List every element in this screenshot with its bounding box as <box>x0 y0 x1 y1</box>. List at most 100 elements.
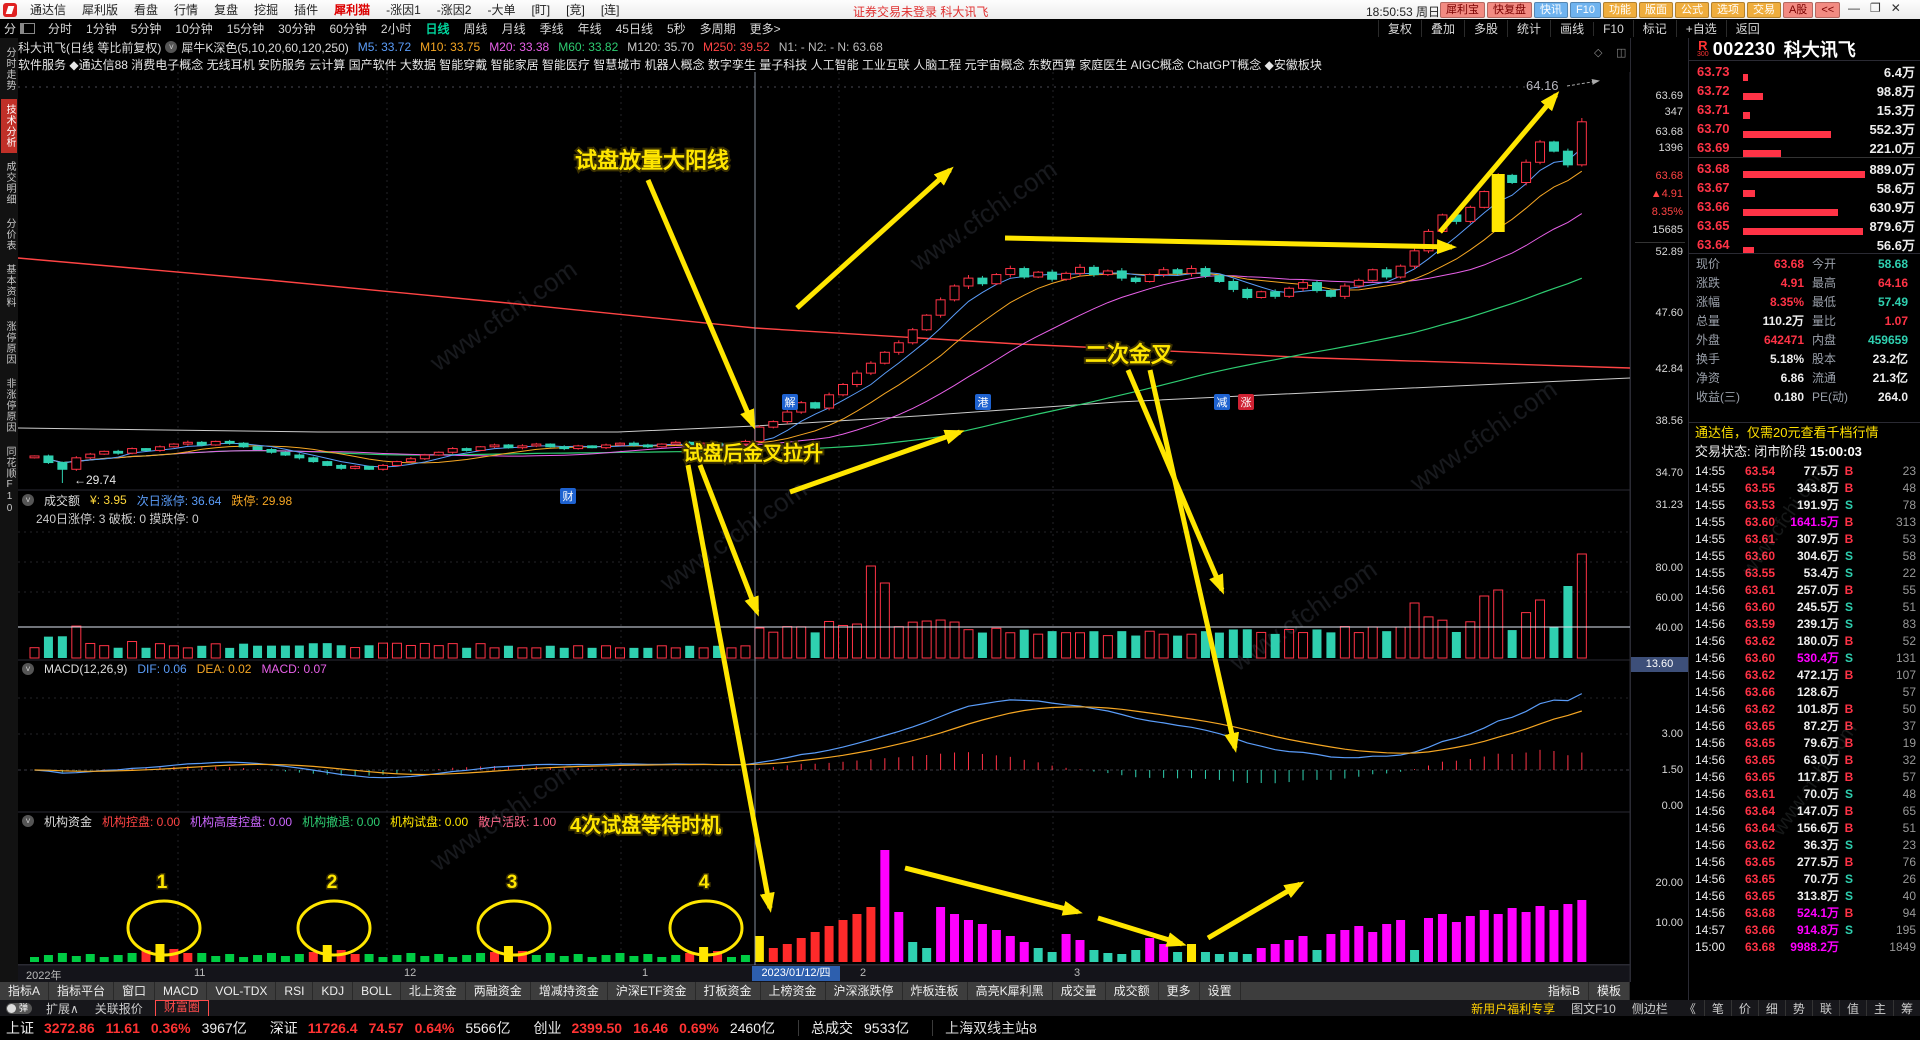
indicator-tab[interactable]: VOL-TDX <box>207 982 277 1000</box>
sidebar-item[interactable]: 非涨停原因 <box>4 378 15 433</box>
sidebar-item[interactable]: 分价表 <box>4 218 15 251</box>
index-group[interactable]: 深证 11726.4 74.57 0.64% 5566亿 <box>264 1018 528 1038</box>
top-button[interactable]: 快复盘 <box>1487 2 1532 18</box>
period-tool[interactable]: 复权 <box>1378 20 1421 37</box>
menu-item[interactable]: [连] <box>600 3 620 17</box>
indicator-tab[interactable]: 上榜资金 <box>761 982 826 1000</box>
index-group[interactable]: 上证 3272.86 11.61 0.36% 3967亿 <box>0 1018 264 1038</box>
period-item[interactable]: 15分钟 <box>226 22 265 36</box>
period-tool[interactable]: 多股 <box>1464 20 1507 37</box>
menu-item[interactable]: [盯] <box>531 3 551 17</box>
period-tool[interactable]: 统计 <box>1507 20 1550 37</box>
chevron-down-icon[interactable]: ˅ <box>165 41 178 53</box>
indicator-tab-right[interactable]: 模板 <box>1589 982 1630 1000</box>
mini-tab[interactable]: 势 <box>1784 999 1812 1017</box>
window-control-icon[interactable]: ✕ <box>1890 1 1901 15</box>
sidebar-item[interactable]: 分时走势 <box>4 47 15 91</box>
period-tool[interactable]: 返回 <box>1725 20 1769 37</box>
indicator-tab[interactable]: 炸板连板 <box>903 982 968 1000</box>
status-item[interactable]: 关联报价 <box>94 1001 143 1016</box>
window-control-icon[interactable]: — <box>1848 1 1860 15</box>
menu-item[interactable]: -涨因1 <box>386 3 421 17</box>
status-right-item[interactable]: 侧边栏 <box>1631 1001 1668 1016</box>
sidebar-item[interactable]: 成交明细 <box>4 161 15 205</box>
period-item[interactable]: 1分钟 <box>86 22 117 36</box>
menu-item[interactable]: 复盘 <box>214 3 239 17</box>
collapse-icon[interactable]: ˅ <box>22 494 34 506</box>
indicator-tab[interactable]: MACD <box>155 982 208 1000</box>
indicator-tab[interactable]: 窗口 <box>114 982 156 1000</box>
top-button[interactable]: 犀利宝 <box>1440 2 1485 18</box>
period-item[interactable]: 多周期 <box>699 22 736 36</box>
indicator-tab[interactable]: 更多 <box>1159 982 1200 1000</box>
status-item[interactable]: 扩展∧ <box>46 1001 79 1016</box>
popup-toggle[interactable]: 弹 <box>6 1002 32 1014</box>
period-item[interactable]: 周线 <box>463 22 488 36</box>
sidebar-item[interactable]: 技术分析 <box>1 99 17 153</box>
collapse-icon[interactable]: ˅ <box>22 815 34 827</box>
menu-item[interactable]: 通达信 <box>30 3 67 17</box>
top-button[interactable]: 选项 <box>1710 2 1745 18</box>
indicator-tab[interactable]: 成交量 <box>1053 982 1106 1000</box>
index-group[interactable]: 创业 2399.50 16.46 0.69% 2460亿 <box>527 1018 792 1038</box>
indicator-tab[interactable]: 设置 <box>1200 982 1241 1000</box>
period-item[interactable]: 5秒 <box>666 22 686 36</box>
period-item[interactable]: 月线 <box>501 22 526 36</box>
period-tool[interactable]: 画线 <box>1550 20 1593 37</box>
status-item[interactable]: 财富圈 <box>154 999 209 1017</box>
menu-item[interactable]: [竞] <box>566 3 585 17</box>
indicator-tab[interactable]: BOLL <box>353 982 401 1000</box>
period-item[interactable]: 60分钟 <box>329 22 367 36</box>
status-right-item[interactable]: 图文F10 <box>1571 1001 1616 1016</box>
period-tool[interactable]: 叠加 <box>1421 20 1464 37</box>
indicator-tab[interactable]: 指标A <box>0 982 50 1000</box>
indicator-tab[interactable]: 打板资金 <box>696 982 761 1000</box>
indicator-tab[interactable]: RSI <box>276 982 314 1000</box>
sidebar-item[interactable]: 同花顺F10 <box>4 446 15 515</box>
indicator-tab-right[interactable]: 指标B <box>1540 982 1589 1000</box>
top-button[interactable]: 交易 <box>1746 2 1781 18</box>
split-pane-icon[interactable] <box>20 23 36 34</box>
mini-tab[interactable]: 值 <box>1838 999 1866 1017</box>
indicator-tab[interactable]: 指标平台 <box>49 982 115 1000</box>
indicator-tab[interactable]: 北上资金 <box>401 982 466 1000</box>
inst-panel-header[interactable]: ˅ 机构资金 机构控盘: 0.00 机构高度控盘: 0.00 机构撤退: 0.00 机构试… <box>18 812 1418 830</box>
promo-banner[interactable]: 通达信，仅需20元查看千档行情 <box>1689 422 1920 442</box>
indicator-tab[interactable]: 成交额 <box>1106 982 1159 1000</box>
top-button[interactable]: A股 <box>1782 2 1814 18</box>
concept-tags[interactable]: 软件服务 ◆通达信88 消费电子概念 无线耳机 安防服务 云计算 国产软件 大数… <box>18 58 1322 72</box>
mini-tab[interactable]: 细 <box>1757 999 1785 1017</box>
sidebar-item[interactable]: 基本资料 <box>4 264 15 308</box>
period-item[interactable]: 30分钟 <box>278 22 316 36</box>
top-button[interactable]: F10 <box>1570 2 1601 18</box>
collapse-icon[interactable]: ˅ <box>22 663 34 675</box>
mini-tab[interactable]: 主 <box>1865 999 1893 1017</box>
menu-item[interactable]: 犀利猫 <box>334 3 371 17</box>
mini-tab[interactable]: 价 <box>1730 999 1758 1017</box>
period-item[interactable]: 更多> <box>749 22 781 36</box>
top-button[interactable]: 版面 <box>1638 2 1673 18</box>
period-item[interactable]: 5分钟 <box>130 22 162 36</box>
menu-item[interactable]: 行情 <box>174 3 199 17</box>
period-tool[interactable]: +自选 <box>1675 20 1726 37</box>
sidebar-item[interactable]: 涨停原因 <box>4 321 15 365</box>
indicator-tab[interactable]: 两融资金 <box>466 982 531 1000</box>
tick-list[interactable]: 14:55 63.54 77.5万 B 23 14:55 63.55 343.8万 B 48 14:… <box>1689 462 1920 955</box>
event-markers[interactable]: 财解港减涨 <box>560 394 1254 504</box>
menu-item[interactable]: 犀利版 <box>82 3 119 17</box>
top-button[interactable]: 公式 <box>1674 2 1709 18</box>
window-control-icon[interactable]: ❐ <box>1870 1 1881 15</box>
menu-item[interactable]: 插件 <box>294 3 319 17</box>
period-item[interactable]: 45日线 <box>615 22 653 36</box>
menu-item[interactable]: 挖掘 <box>254 3 279 17</box>
menu-item[interactable]: 看盘 <box>134 3 159 17</box>
mini-tab[interactable]: 联 <box>1811 999 1839 1017</box>
diamond-icon[interactable]: ◇ <box>1594 47 1603 59</box>
period-tool[interactable]: F10 <box>1593 21 1633 36</box>
top-button[interactable]: 功能 <box>1602 2 1637 18</box>
macd-panel-header[interactable]: ˅ MACD(12,26,9) DIF: 0.06 DEA: 0.02 MACD: 0.… <box>18 660 1418 678</box>
period-item[interactable]: 2小时 <box>380 22 412 36</box>
period-item[interactable]: 年线 <box>577 22 602 36</box>
menu-item[interactable]: -涨因2 <box>436 3 472 17</box>
mini-tab[interactable]: 筹 <box>1892 999 1920 1017</box>
